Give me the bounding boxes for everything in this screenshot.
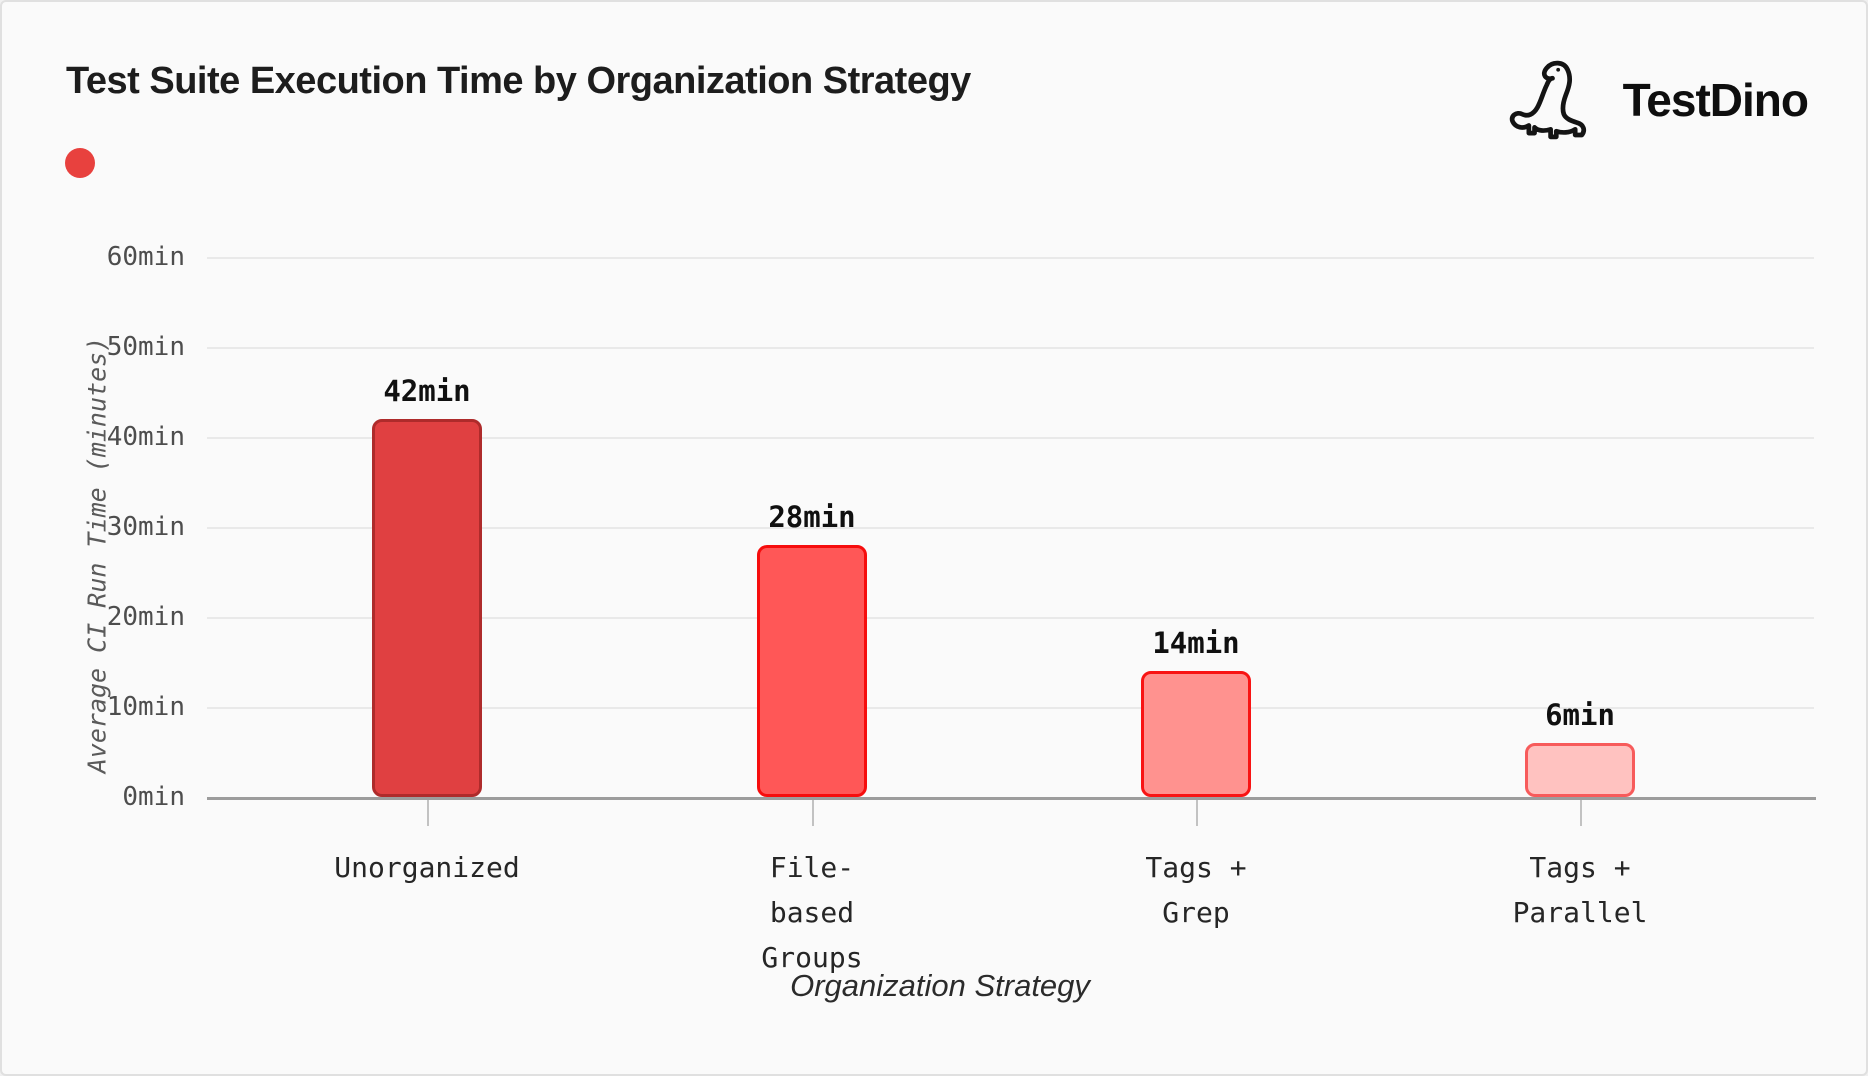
dino-icon	[1509, 60, 1586, 140]
bar-unorganized	[372, 419, 482, 797]
y-tick-label: 0min	[122, 782, 185, 812]
bar-tags-grep	[1141, 671, 1251, 797]
x-axis-tick	[1580, 800, 1582, 826]
logo: TestDino	[1509, 54, 1809, 146]
y-tick-label: 60min	[106, 242, 185, 272]
x-category-label: Tags + Parallel	[1512, 851, 1648, 929]
x-axis-tick	[1196, 800, 1198, 826]
y-tick-label: 20min	[106, 602, 185, 632]
chart-title: Test Suite Execution Time by Organizatio…	[66, 60, 971, 102]
legend-dot	[65, 148, 95, 178]
bar-value-label: 28min	[768, 500, 856, 534]
gridline-30min	[207, 527, 1814, 529]
x-category-label: File- based Groups	[761, 851, 863, 974]
x-axis-line	[207, 797, 1816, 800]
gridline-60min	[207, 257, 1814, 259]
y-tick-label: 40min	[106, 422, 185, 452]
gridline-20min	[207, 617, 1814, 619]
gridline-50min	[207, 347, 1814, 349]
logo-text: TestDino	[1622, 74, 1809, 126]
gridline-10min	[207, 707, 1814, 709]
y-tick-label: 50min	[106, 332, 185, 362]
x-axis-tick	[427, 800, 429, 826]
x-axis-tick	[812, 800, 814, 826]
bar-tags-parallel	[1525, 743, 1635, 797]
bar-file-based-groups	[757, 545, 867, 797]
bar-value-label: 42min	[383, 374, 471, 408]
y-tick-label: 30min	[106, 512, 185, 542]
bar-value-label: 6min	[1545, 698, 1615, 732]
x-axis-title: Organization Strategy	[790, 968, 1090, 1003]
x-category-label: Unorganized	[334, 851, 520, 884]
y-axis-title: Average CI Run Time (minutes)	[82, 336, 112, 774]
gridline-40min	[207, 437, 1814, 439]
x-category-label: Tags + Grep	[1145, 851, 1247, 929]
bar-value-label: 14min	[1152, 626, 1240, 660]
y-tick-label: 10min	[106, 692, 185, 722]
